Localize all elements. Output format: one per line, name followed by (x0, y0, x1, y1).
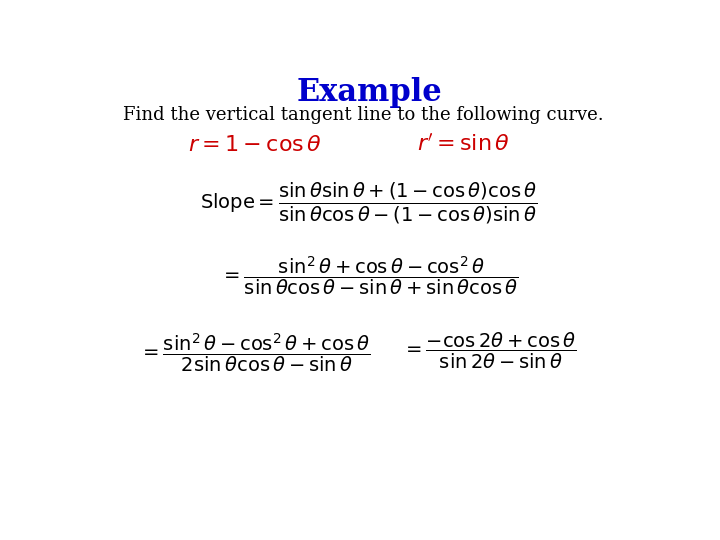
Text: $= \dfrac{-\cos 2\theta + \cos\theta}{\sin 2\theta - \sin\theta}$: $= \dfrac{-\cos 2\theta + \cos\theta}{\s… (402, 331, 576, 371)
Text: $= \dfrac{\sin^2\theta - \cos^2\theta + \cos\theta}{2\sin\theta\cos\theta - \sin: $= \dfrac{\sin^2\theta - \cos^2\theta + … (139, 331, 370, 374)
Text: $r = 1 - \cos\theta$: $r = 1 - \cos\theta$ (187, 134, 322, 156)
Text: $r' = \sin\theta$: $r' = \sin\theta$ (418, 134, 510, 156)
Text: $\mathrm{Slope} = \dfrac{\sin\theta\sin\theta + \left(1-\cos\theta\right)\cos\th: $\mathrm{Slope} = \dfrac{\sin\theta\sin\… (200, 181, 538, 226)
Text: Example: Example (296, 77, 442, 109)
Text: $= \dfrac{\sin^2\theta + \cos\theta - \cos^2\theta}{\sin\theta\cos\theta - \sin\: $= \dfrac{\sin^2\theta + \cos\theta - \c… (220, 254, 518, 297)
Text: Find the vertical tangent line to the following curve.: Find the vertical tangent line to the fo… (124, 106, 604, 124)
